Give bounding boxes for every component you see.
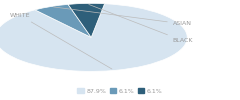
Wedge shape xyxy=(68,3,105,37)
Text: BLACK: BLACK xyxy=(89,4,193,43)
Wedge shape xyxy=(35,4,91,37)
Legend: 87.9%, 6.1%, 6.1%: 87.9%, 6.1%, 6.1% xyxy=(75,86,165,96)
Text: WHITE: WHITE xyxy=(10,13,112,69)
Wedge shape xyxy=(0,4,187,71)
Text: ASIAN: ASIAN xyxy=(54,7,192,26)
